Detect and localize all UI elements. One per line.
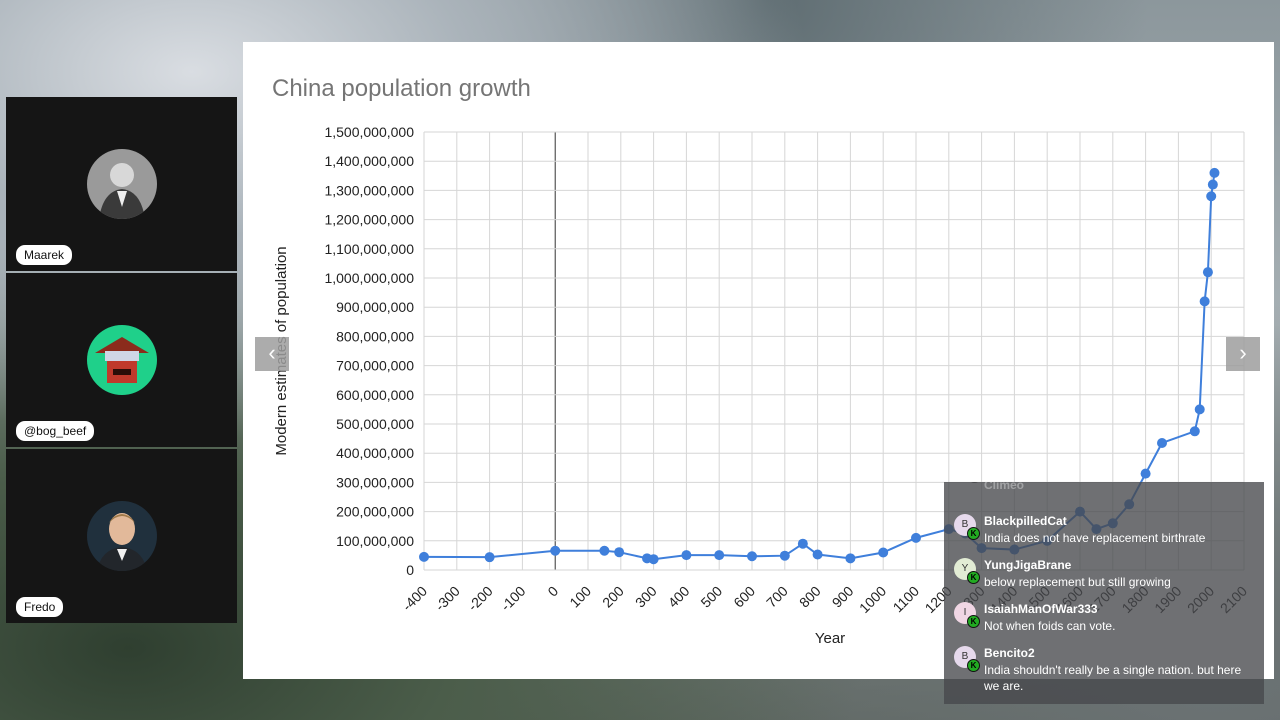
y-tick-label: 1,200,000,000 (324, 212, 414, 228)
data-point (484, 552, 495, 563)
chevron-left-icon: ‹ (268, 340, 276, 365)
data-point (714, 550, 725, 561)
data-point (797, 538, 808, 549)
chat-text: India does not have replacement birthrat… (984, 531, 1206, 545)
y-tick-label: 1,500,000,000 (324, 124, 414, 140)
chat-username: Bencito2 (984, 646, 1035, 660)
participant-tile-bog-beef[interactable]: @bog_beef (6, 273, 237, 447)
y-tick-label: 1,100,000,000 (324, 241, 414, 257)
data-point (419, 551, 429, 562)
data-point (1194, 404, 1205, 415)
data-point (599, 545, 610, 556)
y-tick-label: 500,000,000 (336, 416, 414, 432)
y-tick-label: 1,000,000,000 (324, 270, 414, 286)
chat-text: below replacement but still growing (984, 575, 1171, 589)
y-tick-label: 100,000,000 (336, 533, 414, 549)
status-badge-icon: K (967, 571, 980, 584)
status-badge-icon (968, 482, 981, 483)
x-tick-label: 700 (763, 583, 791, 611)
x-tick-label: 500 (697, 583, 725, 611)
y-tick-label: 200,000,000 (336, 504, 414, 520)
slide-title: China population growth (272, 75, 531, 102)
status-badge-icon: K (967, 615, 980, 628)
data-point (681, 550, 692, 561)
chat-username: Climeo (984, 482, 1025, 492)
participant-tile-fredo[interactable]: Fredo (6, 449, 237, 623)
x-tick-label: 400 (665, 583, 693, 611)
data-point (1209, 167, 1220, 178)
x-tick-label: -400 (399, 583, 430, 614)
y-tick-label: 700,000,000 (336, 358, 414, 374)
y-tick-label: 400,000,000 (336, 445, 414, 461)
x-tick-label: 100 (566, 583, 594, 611)
x-tick-label: -200 (465, 583, 496, 614)
chat-username: IsaiahManOfWar333 (984, 602, 1098, 616)
x-tick-label: 300 (632, 583, 660, 611)
participant-avatar (86, 325, 157, 395)
data-point (1207, 179, 1218, 190)
x-axis-label: Year (815, 630, 845, 647)
participant-tile-maarek[interactable]: Maarek (6, 97, 237, 271)
status-badge-icon: K (967, 527, 980, 540)
participant-name: Maarek (16, 245, 73, 265)
data-point (812, 549, 823, 560)
participant-avatar (86, 501, 157, 571)
data-point (747, 551, 757, 562)
data-point (1157, 437, 1167, 448)
y-tick-label: 300,000,000 (336, 474, 414, 490)
data-point (1189, 426, 1200, 437)
x-tick-label: 600 (730, 583, 758, 611)
y-tick-label: 900,000,000 (336, 299, 414, 315)
chat-username: YungJigaBrane (984, 558, 1072, 572)
x-tick-label: 200 (599, 583, 627, 611)
x-tick-label: 1100 (890, 583, 923, 616)
data-point (911, 532, 921, 543)
data-point (1206, 191, 1217, 202)
data-point (550, 545, 561, 556)
chat-text: India shouldn't really be a single natio… (984, 663, 1242, 693)
x-tick-label: -100 (497, 583, 528, 614)
data-point (614, 547, 625, 558)
x-tick-label: 1000 (856, 583, 889, 616)
chevron-right-icon: › (1239, 340, 1247, 365)
x-tick-label: -300 (432, 583, 463, 614)
y-tick-label: 1,300,000,000 (324, 182, 414, 198)
participant-name: Fredo (16, 597, 64, 617)
status-badge-icon: K (967, 659, 980, 672)
slide-next-button[interactable]: › (1226, 337, 1260, 371)
data-point (845, 553, 856, 564)
y-tick-label: 1,400,000,000 (324, 153, 414, 169)
chat-username: BlackpilledCat (984, 514, 1067, 528)
y-tick-label: 600,000,000 (336, 387, 414, 403)
x-tick-label: 0 (544, 583, 561, 600)
data-point (648, 554, 659, 565)
participant-name: @bog_beef (16, 421, 95, 441)
participant-avatar (86, 149, 157, 219)
x-tick-label: 800 (796, 583, 824, 611)
y-tick-label: 800,000,000 (336, 328, 414, 344)
chat-text: Not when foids can vote. (984, 619, 1116, 633)
slide-prev-button[interactable]: ‹ (255, 337, 289, 371)
x-tick-label: 900 (829, 583, 857, 611)
y-tick-label: 0 (406, 562, 414, 578)
data-point (779, 550, 790, 561)
data-point (1202, 267, 1213, 278)
data-point (1199, 296, 1210, 307)
data-point (1140, 468, 1151, 479)
chat-overlay: Climeo B K BlackpilledCat India does not… (944, 482, 1264, 704)
data-point (878, 547, 889, 558)
